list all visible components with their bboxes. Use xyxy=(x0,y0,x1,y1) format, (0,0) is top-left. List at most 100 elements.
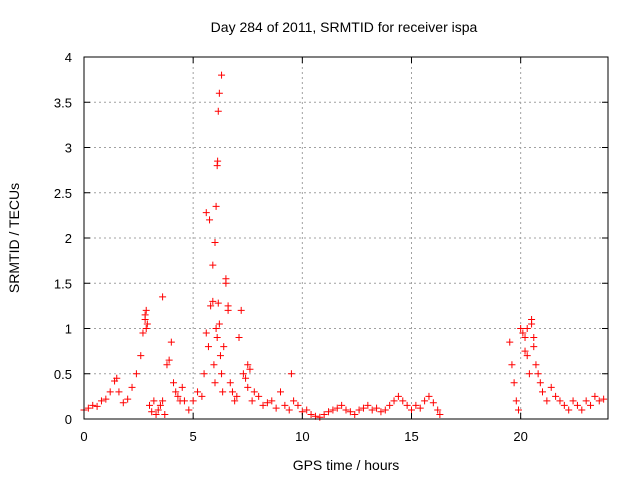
data-point xyxy=(547,383,555,391)
data-point xyxy=(272,404,280,412)
y-tick-label: 0 xyxy=(65,412,72,427)
data-point xyxy=(381,406,389,414)
data-point xyxy=(137,352,145,360)
data-point xyxy=(325,408,333,416)
axis-ticks xyxy=(83,56,608,420)
data-point xyxy=(214,299,222,307)
x-tick-label: 5 xyxy=(190,429,197,444)
data-point xyxy=(543,397,551,405)
data-point xyxy=(115,388,123,396)
chart-title: Day 284 of 2011, SRMTID for receiver isp… xyxy=(211,19,478,35)
data-point xyxy=(534,370,542,378)
data-point xyxy=(255,392,263,400)
x-tick-label: 15 xyxy=(404,429,418,444)
data-point xyxy=(248,397,256,405)
data-point xyxy=(565,406,573,414)
data-point xyxy=(132,370,140,378)
data-point xyxy=(142,306,150,314)
data-point xyxy=(525,370,533,378)
data-point xyxy=(573,401,581,409)
data-point xyxy=(368,406,376,414)
y-tick-label: 1 xyxy=(65,322,72,337)
data-point xyxy=(329,406,337,414)
data-point xyxy=(242,374,250,382)
y-tick-label: 3 xyxy=(65,141,72,156)
data-point xyxy=(421,397,429,405)
data-point xyxy=(209,297,217,305)
data-point xyxy=(142,325,150,332)
data-point xyxy=(172,388,180,396)
data-point xyxy=(213,334,221,342)
data-point xyxy=(165,356,173,364)
data-point xyxy=(211,239,219,247)
data-point xyxy=(285,406,293,414)
x-tick-labels: 0 5 10 15 20 xyxy=(80,429,528,444)
data-point xyxy=(569,397,577,405)
data-point xyxy=(93,402,101,410)
data-point xyxy=(218,71,226,79)
data-point xyxy=(517,325,525,332)
data-point xyxy=(268,397,276,405)
data-point xyxy=(578,406,586,414)
data-point xyxy=(185,406,193,414)
data-point xyxy=(351,410,359,418)
data-point xyxy=(521,347,529,355)
data-point xyxy=(307,410,315,418)
data-point xyxy=(226,379,234,387)
grid-lines xyxy=(84,57,608,419)
data-point xyxy=(591,392,599,400)
data-point xyxy=(154,406,162,414)
data-point xyxy=(143,320,151,328)
data-point xyxy=(150,397,158,405)
data-point xyxy=(519,329,527,337)
data-point xyxy=(425,392,433,400)
data-point xyxy=(141,315,149,323)
data-point xyxy=(510,379,518,387)
data-point xyxy=(512,397,520,405)
data-point xyxy=(235,334,243,342)
data-point xyxy=(200,370,208,378)
data-point xyxy=(212,325,220,332)
data-point xyxy=(189,397,197,405)
data-point xyxy=(434,406,442,414)
data-point xyxy=(552,392,560,400)
data-point xyxy=(390,397,398,405)
data-point xyxy=(215,89,223,97)
data-point xyxy=(222,275,230,283)
data-point xyxy=(159,397,167,405)
data-point xyxy=(233,392,241,400)
data-point xyxy=(204,343,212,351)
data-point xyxy=(359,404,367,412)
data-point xyxy=(170,379,178,387)
data-point xyxy=(167,338,175,346)
data-point xyxy=(174,392,182,400)
data-point xyxy=(231,397,239,405)
data-point xyxy=(416,404,424,412)
data-point xyxy=(218,370,226,378)
data-point xyxy=(219,388,227,396)
data-point xyxy=(206,216,214,224)
data-point xyxy=(582,397,590,405)
data-point xyxy=(106,388,114,396)
data-point xyxy=(178,383,186,391)
y-tick-label: 2 xyxy=(65,231,72,246)
data-point xyxy=(139,329,147,337)
data-point xyxy=(346,408,354,416)
data-point xyxy=(287,370,295,378)
data-point xyxy=(600,395,608,403)
data-point xyxy=(214,157,222,165)
data-point xyxy=(220,343,228,351)
data-point xyxy=(146,401,153,409)
data-point xyxy=(394,392,402,400)
data-point xyxy=(514,406,522,414)
y-axis-label: SRMTID / TECUs xyxy=(6,183,22,293)
data-point xyxy=(102,395,110,403)
data-point xyxy=(539,388,546,396)
data-point xyxy=(377,408,385,416)
data-point xyxy=(128,383,136,391)
data-point xyxy=(211,379,219,387)
data-point xyxy=(244,361,252,369)
data-point xyxy=(373,404,381,412)
data-point xyxy=(523,325,531,332)
